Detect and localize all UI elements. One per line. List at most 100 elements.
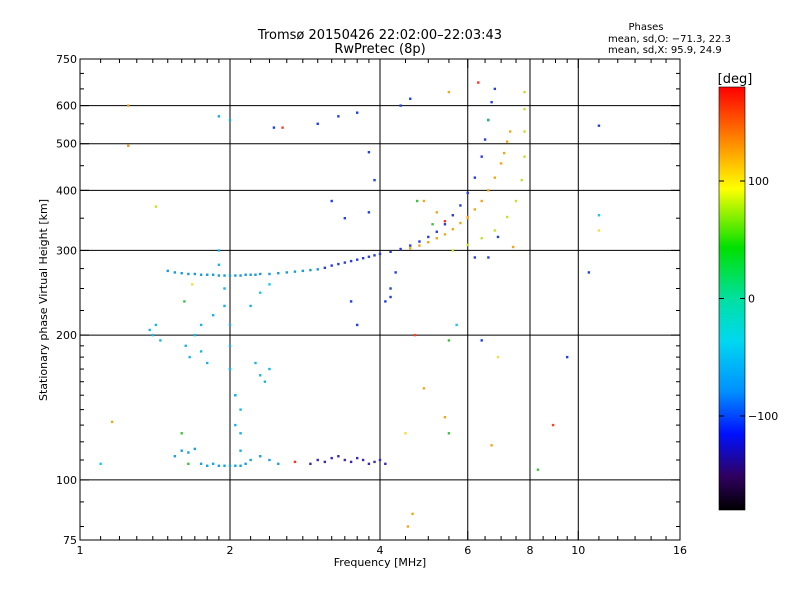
y-tick-label: 200	[56, 329, 77, 342]
series-point	[268, 272, 271, 276]
scatter-point	[268, 283, 271, 286]
scatter-point	[447, 90, 451, 94]
scatter-point	[480, 339, 483, 342]
series-point	[223, 464, 226, 467]
scatter-point	[466, 217, 469, 220]
grid-lines	[80, 59, 680, 540]
scatter-point	[587, 271, 591, 274]
scatter-point	[199, 323, 203, 327]
series-point	[263, 380, 267, 383]
series-point	[473, 208, 477, 211]
scatter-point	[443, 416, 447, 419]
scatter-point	[394, 271, 397, 274]
series-point	[239, 408, 242, 411]
scatter-point	[110, 420, 114, 424]
y-tick-labels: 75 100 200 300 400 500 600 750	[56, 53, 77, 547]
series-point	[234, 464, 237, 467]
series-point	[228, 323, 232, 327]
series-point	[399, 247, 402, 251]
series-point	[349, 460, 353, 464]
scatter-point	[389, 295, 392, 299]
scatter-point	[551, 423, 555, 427]
series-point	[343, 458, 347, 462]
series-point	[234, 274, 237, 277]
scatter-point	[422, 199, 426, 203]
scatter-point	[447, 339, 451, 342]
y-tick-label: 100	[56, 474, 77, 487]
scatter-point	[411, 512, 414, 516]
series-point	[223, 304, 226, 308]
series-point	[244, 273, 247, 276]
scatter-point	[211, 314, 215, 317]
stats-line-o: mean, sd,O: −71.3, 22.3	[608, 34, 731, 45]
series-point	[490, 100, 493, 104]
scatter-point	[536, 468, 540, 471]
x-tick-labels: 1 2 4 6 8 10 16	[77, 544, 688, 557]
series-point	[173, 271, 177, 274]
series-point	[193, 272, 197, 276]
scatter-point	[99, 462, 102, 466]
series-point	[343, 261, 347, 264]
scatter-point	[477, 81, 480, 84]
series-point	[480, 237, 483, 240]
scatter-point	[356, 111, 359, 114]
series-point	[480, 155, 483, 158]
series-point	[337, 262, 340, 266]
series-point	[223, 287, 226, 290]
series-point	[523, 90, 526, 94]
scatter-point	[443, 220, 447, 223]
series-point	[506, 215, 509, 219]
series-point	[193, 333, 197, 337]
series-point	[188, 355, 191, 359]
series-point	[223, 274, 226, 277]
series-point	[473, 176, 477, 179]
scatter-point	[228, 118, 232, 122]
scatter-point	[487, 118, 490, 122]
x-tick-label: 10	[571, 544, 585, 557]
series-point	[309, 268, 312, 272]
series-point	[259, 455, 262, 458]
series-point	[249, 273, 252, 276]
scatter-point	[447, 432, 451, 435]
series-point	[159, 339, 162, 342]
scatter-point	[496, 235, 500, 239]
series-point	[514, 199, 518, 203]
scatter-point	[406, 525, 410, 528]
series-point	[249, 458, 252, 462]
scatter-point	[496, 355, 500, 359]
series-point	[293, 270, 297, 273]
series-point	[259, 272, 262, 276]
series-point	[228, 367, 232, 371]
series-point	[234, 394, 237, 397]
series-point	[480, 199, 483, 203]
scatter-point	[191, 283, 194, 286]
scatter-point	[281, 126, 284, 129]
series-point	[316, 268, 319, 271]
data-points	[99, 81, 601, 528]
series-point	[199, 273, 203, 276]
chart-title: Tromsø 20150426 22:02:00–22:03:43	[257, 28, 502, 43]
series-point	[309, 462, 312, 466]
series-point	[367, 255, 371, 258]
series-point	[378, 252, 382, 256]
series-point	[217, 274, 221, 277]
series-point	[277, 462, 280, 466]
y-tick-label: 75	[63, 534, 77, 547]
series-point	[349, 259, 353, 263]
stats-title: Phases	[628, 22, 663, 33]
scatter-point	[435, 211, 438, 214]
series-point	[285, 271, 288, 274]
series-point	[323, 460, 327, 464]
scatter-point	[316, 122, 319, 125]
series-point	[427, 235, 430, 239]
scatter-point	[349, 300, 353, 303]
series-point	[180, 449, 183, 452]
series-point	[151, 333, 155, 337]
series-point	[268, 367, 271, 371]
x-axis-label: Frequency [MHz]	[334, 556, 426, 569]
series-point	[184, 344, 187, 348]
series-point	[211, 273, 215, 276]
stats-line-x: mean, sd,X: 95.9, 24.9	[608, 45, 722, 56]
series-point	[323, 266, 327, 270]
